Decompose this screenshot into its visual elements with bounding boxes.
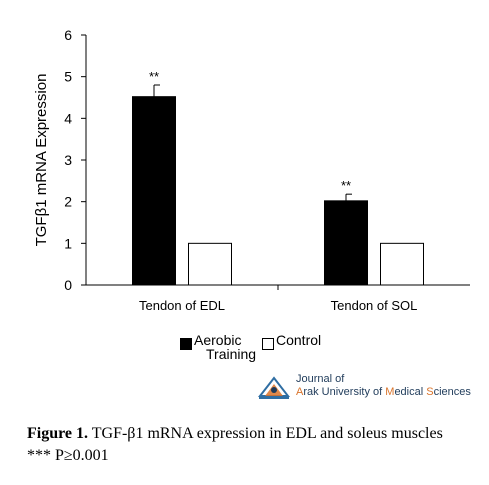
journal-name-a: A — [296, 386, 304, 398]
journal-name-e: S — [426, 386, 434, 398]
legend-label-control: Control — [276, 332, 322, 348]
significance-label: ** — [149, 69, 159, 84]
y-tick-label: 3 — [64, 152, 72, 168]
journal-name-f: ciences — [433, 386, 471, 398]
legend-label-aerobic-line1: Aerobic — [194, 332, 242, 348]
journal-name: Journal of Arak University of Medical Sc… — [296, 373, 471, 399]
bar — [132, 96, 176, 286]
significance-label: ** — [341, 178, 351, 193]
caption-label: Figure 1. — [27, 425, 89, 442]
legend-swatch-aerobic — [180, 338, 192, 350]
y-tick-label: 6 — [64, 27, 72, 43]
y-tick-label: 5 — [64, 69, 72, 85]
bar — [380, 242, 424, 286]
journal-logo: Journal of Arak University of Medical Sc… — [258, 372, 478, 404]
figure-caption: Figure 1. TGF-β1 mRNA expression in EDL … — [27, 423, 482, 467]
x-category-label: Tendon of SOL — [331, 298, 418, 313]
bar — [324, 200, 368, 286]
journal-emblem-icon — [258, 376, 290, 399]
y-tick-label: 4 — [64, 110, 72, 126]
bar-chart: TGFβ1 mRNA Expression 0 1 2 3 4 5 6 Tendon of E… — [33, 27, 470, 313]
caption-note: *** P≥0.001 — [27, 447, 109, 464]
x-category-label: Tendon of EDL — [139, 298, 225, 313]
journal-name-line1: Journal of — [296, 373, 345, 385]
axes: 0 1 2 3 4 5 6 Tendon of EDL Tendon of SOL — [64, 27, 470, 313]
legend-item-aerobic: Aerobic Training — [180, 333, 256, 361]
y-tick-label: 1 — [64, 235, 72, 251]
journal-name-b: rak University of — [303, 386, 386, 398]
journal-name-d: edical — [394, 386, 427, 398]
caption-text: TGF-β1 mRNA expression in EDL and soleus… — [88, 425, 443, 442]
journal-name-line2: Arak University of Medical Sciences — [296, 386, 471, 398]
legend: Aerobic Training Control — [180, 333, 360, 367]
bar — [188, 242, 232, 286]
legend-label-aerobic: Aerobic Training — [194, 333, 256, 361]
bars: ** ** — [132, 69, 424, 286]
y-axis-label: TGFβ1 mRNA Expression — [33, 74, 50, 247]
y-tick-label: 0 — [64, 277, 72, 293]
legend-label-aerobic-line2: Training — [206, 346, 257, 362]
journal-name-c: M — [385, 386, 395, 398]
y-tick-label: 2 — [64, 194, 72, 210]
legend-swatch-control — [262, 338, 274, 350]
legend-item-control: Control — [262, 333, 321, 350]
